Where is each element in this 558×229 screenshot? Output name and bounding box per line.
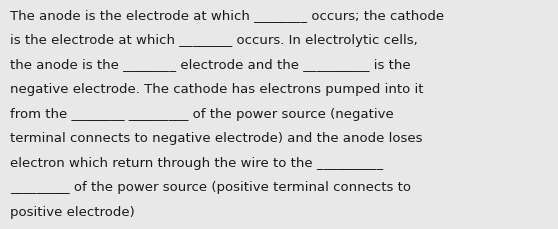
Text: electron which return through the wire to the __________: electron which return through the wire t… — [10, 156, 383, 169]
Text: the anode is the ________ electrode and the __________ is the: the anode is the ________ electrode and … — [10, 58, 411, 71]
Text: The anode is the electrode at which ________ occurs; the cathode: The anode is the electrode at which ____… — [10, 9, 444, 22]
Text: positive electrode): positive electrode) — [10, 205, 135, 218]
Text: negative electrode. The cathode has electrons pumped into it: negative electrode. The cathode has elec… — [10, 83, 424, 96]
Text: _________ of the power source (positive terminal connects to: _________ of the power source (positive … — [10, 181, 411, 194]
Text: is the electrode at which ________ occurs. In electrolytic cells,: is the electrode at which ________ occur… — [10, 34, 418, 47]
Text: terminal connects to negative electrode) and the anode loses: terminal connects to negative electrode)… — [10, 132, 422, 145]
Text: from the ________ _________ of the power source (negative: from the ________ _________ of the power… — [10, 107, 394, 120]
